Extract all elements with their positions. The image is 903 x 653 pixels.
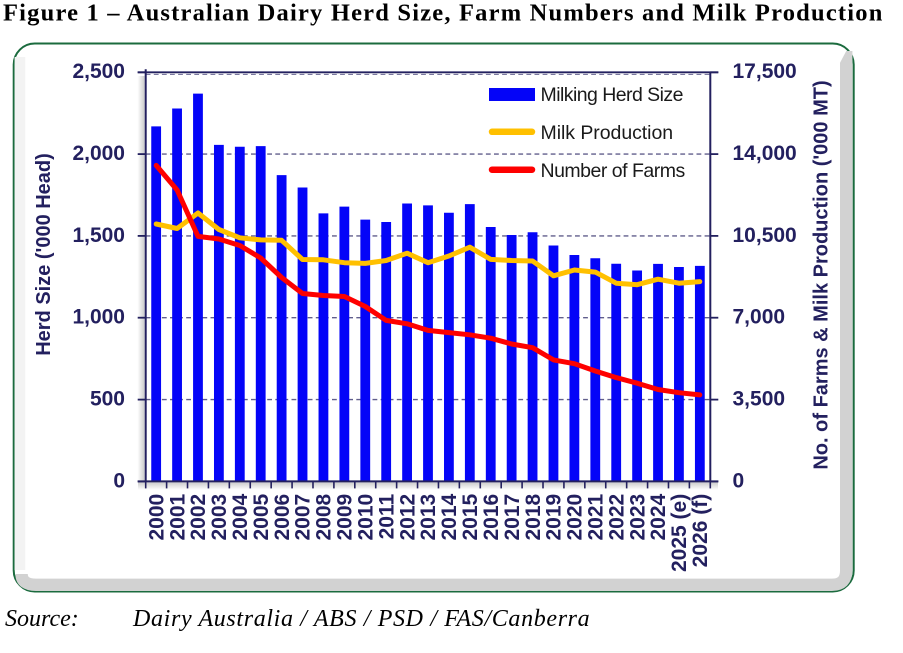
svg-text:7,000: 7,000 [733,306,786,329]
svg-text:2018: 2018 [522,493,545,540]
svg-text:Milking Herd Size: Milking Herd Size [541,84,683,106]
svg-text:2026 (f): 2026 (f) [689,494,712,568]
svg-text:2017: 2017 [501,494,524,541]
svg-text:2,000: 2,000 [72,142,125,165]
svg-text:2001: 2001 [166,493,189,540]
svg-text:Figure 1 – Australian Dairy He: Figure 1 – Australian Dairy Herd Size, F… [3,0,884,27]
svg-text:2012: 2012 [396,494,419,541]
svg-text:2021: 2021 [585,493,608,540]
svg-text:0: 0 [733,469,745,492]
svg-text:2024: 2024 [647,493,670,540]
svg-text:No. of Farms & Milk Production: No. of Farms & Milk Production ('000 MT) [811,80,833,469]
svg-text:2002: 2002 [187,494,210,541]
svg-text:2014: 2014 [438,493,461,540]
svg-text:Source:: Source: [5,606,79,632]
svg-text:2013: 2013 [417,494,440,541]
svg-text:500: 500 [90,388,125,411]
svg-text:17,500: 17,500 [733,60,797,83]
svg-text:2009: 2009 [334,494,357,541]
svg-text:3,500: 3,500 [733,388,786,411]
svg-text:2023: 2023 [626,494,649,541]
svg-text:2007: 2007 [292,494,315,541]
svg-text:Herd Size ('000 Head): Herd Size ('000 Head) [33,153,55,356]
svg-text:2015: 2015 [459,493,482,540]
svg-text:Dairy Australia / ABS / PSD /: Dairy Australia / ABS / PSD / FAS/Canber… [132,606,590,632]
svg-text:2020: 2020 [564,494,587,541]
svg-text:2000: 2000 [145,494,168,541]
svg-text:2003: 2003 [208,494,231,541]
svg-text:2004: 2004 [229,493,252,540]
svg-text:2025 (e): 2025 (e) [668,494,691,572]
svg-text:10,500: 10,500 [733,224,797,247]
svg-text:2,500: 2,500 [72,60,125,83]
svg-text:2006: 2006 [271,494,294,541]
svg-text:0: 0 [113,469,125,492]
svg-text:1,500: 1,500 [72,224,125,247]
svg-text:14,000: 14,000 [733,142,797,165]
svg-text:Number of Farms: Number of Farms [541,160,686,182]
svg-text:Milk Production: Milk Production [541,122,674,144]
svg-text:2008: 2008 [313,493,336,540]
svg-text:1,000: 1,000 [72,306,125,329]
svg-text:2010: 2010 [355,494,378,541]
svg-text:2016: 2016 [480,494,503,541]
svg-text:2005: 2005 [250,493,273,540]
svg-text:2019: 2019 [543,494,566,541]
svg-text:2022: 2022 [605,494,628,541]
svg-text:2011: 2011 [375,493,398,539]
